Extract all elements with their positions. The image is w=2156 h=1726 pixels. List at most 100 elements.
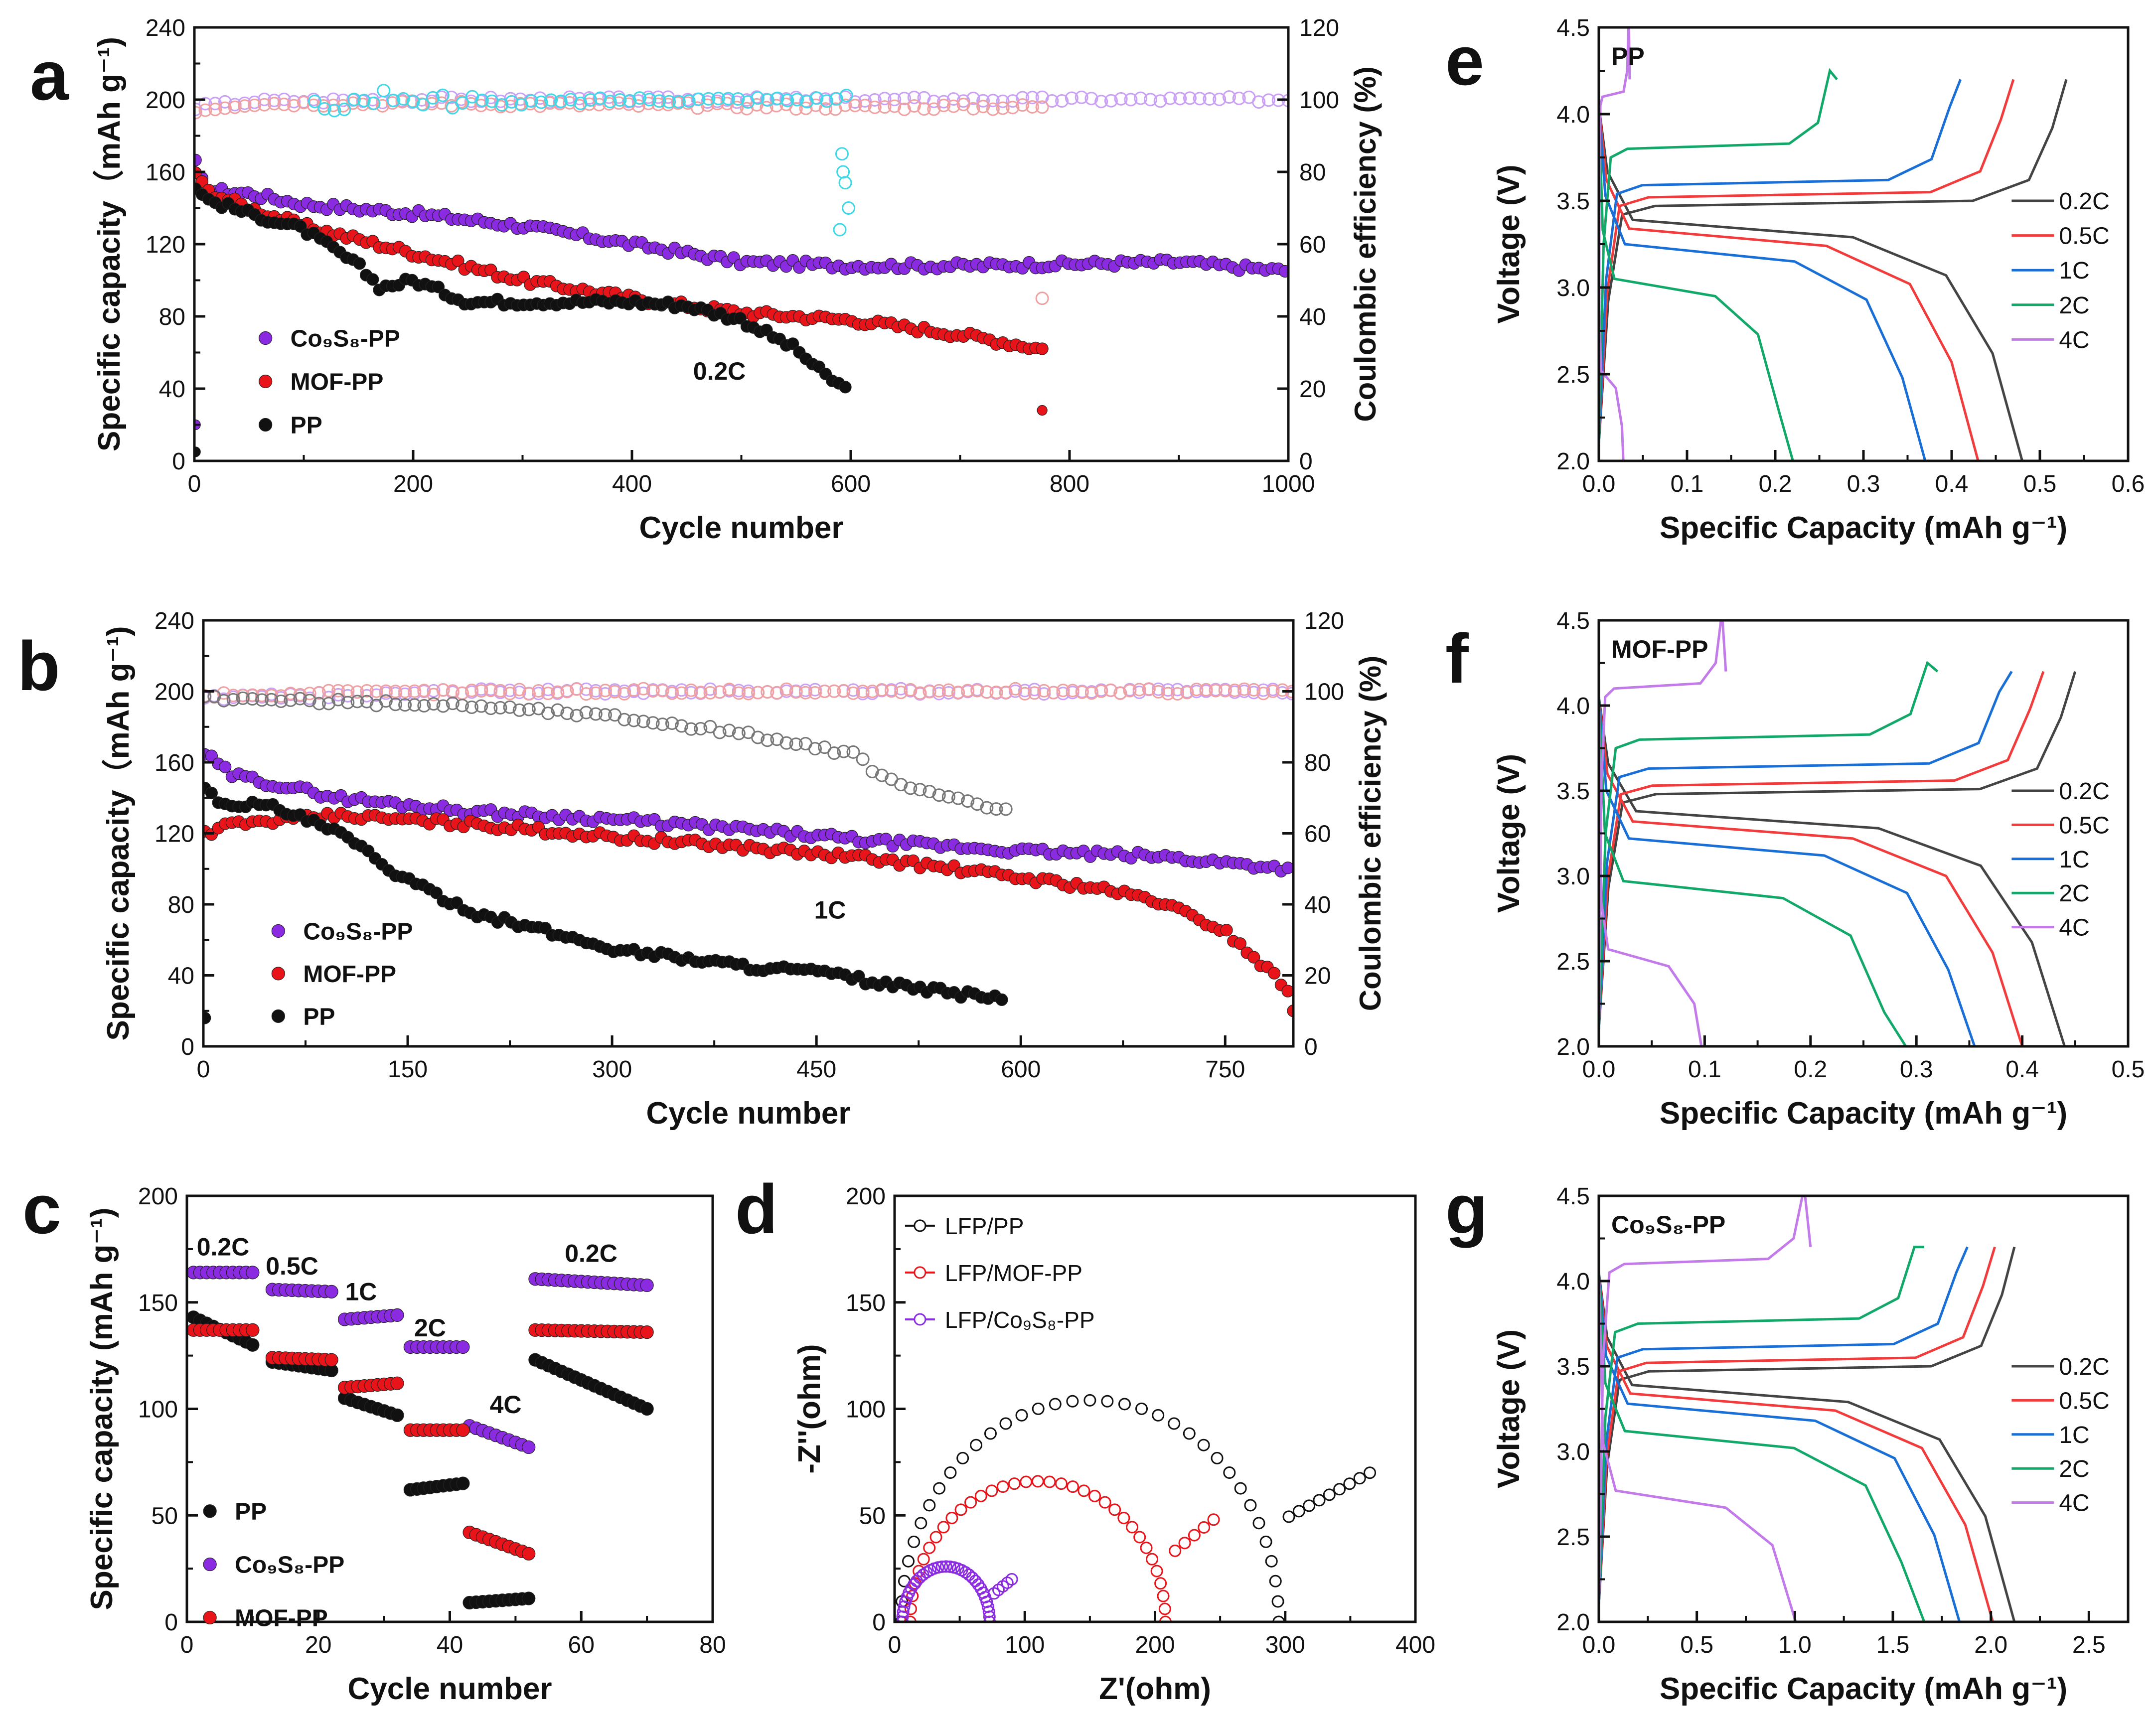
x-tick-label: 0.5 [2023, 471, 2057, 497]
efficiency-point [267, 97, 281, 111]
efficiency-point [789, 737, 803, 751]
efficiency-point [1016, 98, 1030, 112]
efficiency-point [493, 701, 507, 715]
efficiency-point [1256, 683, 1270, 697]
impedance-point [1078, 1484, 1090, 1497]
efficiency-outlier [842, 201, 856, 215]
efficiency-point [617, 713, 631, 726]
impedance-tail-point [1333, 1483, 1346, 1496]
legend-label: MOF-PP [235, 1605, 328, 1631]
impedance-point [1158, 1602, 1171, 1615]
efficiency-point [820, 94, 834, 108]
efficiency-point [1047, 686, 1061, 700]
charge-curve [1599, 1246, 1969, 1605]
efficiency-point [416, 98, 430, 112]
impedance-tail-point [1005, 1573, 1018, 1585]
efficiency-point [989, 802, 1003, 816]
panel-g: g 0.0 0.5 1.0 1.5 2.0 2.5 2.0 2.5 3.0 3.5 4.0 4.5 Spe… [1445, 1170, 2130, 1706]
efficiency-point [1183, 91, 1197, 105]
x-tick-label: 1.0 [1778, 1632, 1812, 1658]
impedance-tail-point [1292, 1505, 1305, 1518]
efficiency-point [875, 683, 889, 697]
legend-label: 0.5C [2059, 812, 2109, 839]
impedance-tail-point [1207, 1513, 1220, 1526]
impedance-point [1272, 1615, 1285, 1622]
y-tick-label: 40 [159, 376, 185, 403]
efficiency-point [996, 101, 1010, 115]
capacity-outlier [1037, 405, 1048, 416]
impedance-point [1118, 1398, 1131, 1411]
efficiency-point [436, 88, 450, 102]
impedance-point [915, 1517, 927, 1530]
efficiency-point [885, 684, 899, 698]
impedance-point [985, 1484, 998, 1497]
efficiency-point [465, 700, 479, 714]
efficiency-point [865, 764, 879, 778]
efficiency-point [907, 99, 921, 113]
efficiency-point [1025, 91, 1039, 105]
efficiency-point [436, 683, 450, 697]
efficiency-point [980, 685, 994, 699]
x-axis-label: Specific Capacity (mAh g⁻¹) [1660, 1096, 2067, 1131]
y-tick-label: 120 [154, 821, 194, 848]
y2-tick-label: 0 [1299, 448, 1313, 475]
panel-letter: d [735, 1170, 778, 1248]
efficiency-point [1171, 687, 1185, 701]
efficiency-point [257, 98, 271, 112]
efficiency-point [1055, 94, 1069, 108]
efficiency-point [976, 94, 990, 108]
efficiency-point [932, 788, 946, 802]
discharge-curve [1599, 697, 1907, 1046]
y2-tick-label: 100 [1304, 679, 1344, 706]
x-axis-label: Cycle number [646, 1096, 850, 1131]
panel-letter: b [17, 627, 60, 705]
x-tick-label: 0.0 [1582, 1056, 1616, 1083]
discharge-curve [1599, 697, 2023, 1046]
efficiency-point [941, 790, 955, 804]
x-axis-label: Specific Capacity (mAh g⁻¹) [1660, 511, 2067, 545]
impedance-point [935, 1560, 948, 1573]
efficiency-point [541, 687, 555, 701]
efficiency-point [703, 719, 717, 733]
capacity-point [294, 220, 307, 233]
y-tick-label: 4.5 [1556, 15, 1590, 41]
efficiency-point [312, 697, 326, 711]
charge-curve [1599, 1246, 1924, 1605]
impedance-point [945, 1511, 958, 1524]
panel-title: MOF-PP [1611, 635, 1708, 663]
efficiency-point [248, 98, 262, 112]
efficiency-point [360, 684, 374, 698]
impedance-tail-point [1353, 1472, 1366, 1485]
rate-point [246, 1338, 260, 1352]
efficiency-point [584, 93, 598, 107]
y-tick-label: 2.0 [1556, 1609, 1590, 1636]
impedance-point [983, 1610, 996, 1622]
efficiency-point [1094, 95, 1108, 109]
efficiency-point [798, 686, 812, 700]
rate-point [522, 1591, 536, 1605]
efficiency-point [898, 102, 912, 116]
efficiency-point [379, 694, 393, 708]
impedance-point [1223, 1466, 1236, 1479]
efficiency-point [1193, 92, 1207, 106]
panel-letter: g [1445, 1170, 1488, 1248]
efficiency-outlier [838, 176, 852, 190]
efficiency-point [1075, 685, 1089, 699]
efficiency-point [642, 93, 656, 107]
efficiency-point [593, 91, 607, 105]
efficiency-point [1203, 92, 1217, 106]
impedance-point [1135, 1402, 1148, 1415]
discharge-curve [1599, 697, 1976, 1046]
impedance-point [1133, 1531, 1146, 1544]
rate-point [390, 1408, 404, 1422]
efficiency-point [692, 92, 706, 106]
capacity-point [205, 786, 218, 800]
charge-curve [1599, 1246, 2016, 1605]
y2-tick-label: 100 [1299, 87, 1339, 114]
efficiency-point [350, 685, 364, 699]
efficiency-point [904, 781, 918, 795]
y2-axis-label: Coulombic efficiency (%) [1349, 66, 1382, 422]
capacity-point [786, 337, 799, 350]
legend-label: 1C [2059, 1422, 2089, 1448]
